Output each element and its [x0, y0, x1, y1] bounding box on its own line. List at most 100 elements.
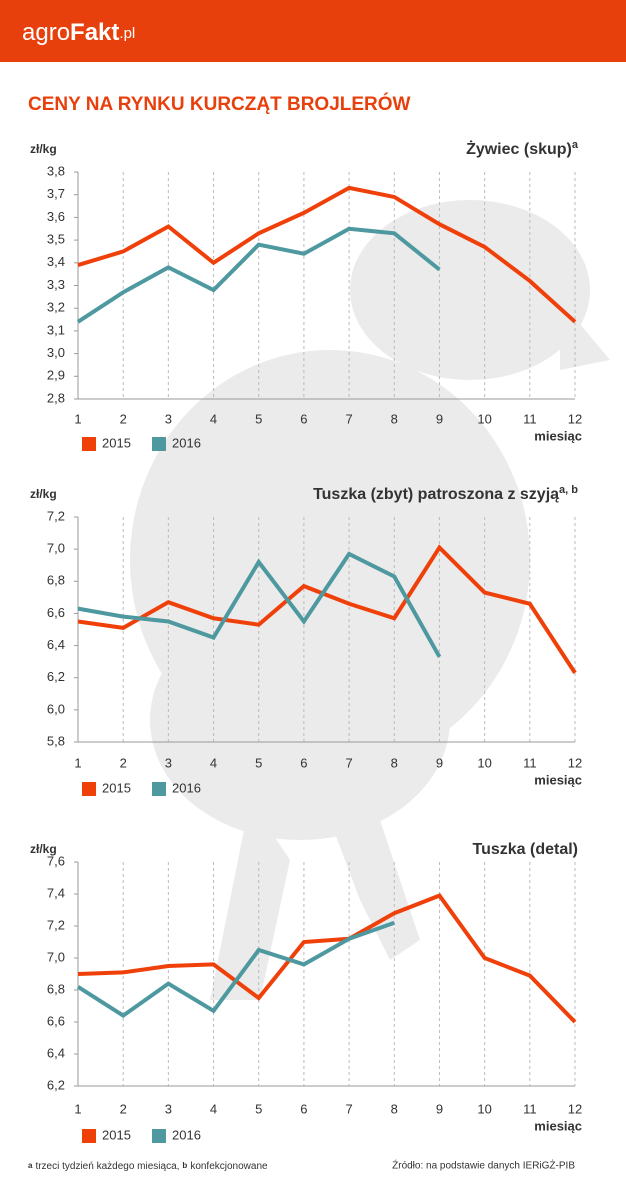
- x-tick-label: 8: [391, 411, 398, 426]
- footnote-text: trzeci tydzień każdego miesiąca,: [35, 1161, 179, 1172]
- y-tick-label: 7,4: [47, 885, 65, 900]
- chart-title: Żywiec (skup)a: [466, 139, 579, 158]
- y-tick-label: 6,2: [47, 1077, 65, 1092]
- page-title: CENY NA RYNKU KURCZĄT BROJLERÓW: [28, 93, 411, 115]
- x-tick-label: 4: [210, 755, 217, 770]
- chart-title-sup: a: [572, 139, 579, 151]
- y-tick-label: 7,2: [47, 917, 65, 932]
- x-tick-label: 2: [120, 411, 127, 426]
- series-line: [77, 893, 577, 1024]
- x-tick-label: 1: [74, 755, 81, 770]
- y-tick-label: 6,8: [47, 573, 65, 588]
- x-tick-label: 7: [345, 755, 352, 770]
- legend-swatch: [82, 1129, 96, 1143]
- chart-title-text: Tuszka (detal): [473, 841, 579, 858]
- y-tick-label: 6,6: [47, 1013, 65, 1028]
- y-axis-label: zł/kg: [30, 842, 57, 856]
- footnote-mark: a: [28, 1161, 33, 1170]
- x-tick-label: 2: [120, 755, 127, 770]
- y-tick-label: 3,0: [47, 345, 65, 360]
- y-tick-label: 2,8: [47, 390, 65, 405]
- y-tick-label: 3,5: [47, 232, 65, 247]
- series-line: [77, 551, 442, 658]
- x-tick-label: 11: [523, 755, 537, 770]
- legend-label: 2016: [172, 1127, 201, 1142]
- x-axis-label: miesiąc: [534, 1118, 582, 1133]
- y-tick-label: 3,8: [47, 163, 65, 178]
- x-tick-label: 12: [568, 1101, 582, 1116]
- y-tick-label: 3,3: [47, 277, 65, 292]
- legend-label: 2016: [172, 780, 201, 795]
- legend-swatch: [152, 437, 166, 451]
- x-axis-label: miesiąc: [534, 772, 582, 787]
- x-tick-label: 11: [523, 1101, 537, 1116]
- x-tick-label: 9: [436, 1101, 443, 1116]
- x-tick-label: 6: [300, 755, 307, 770]
- footnote-mark: b: [182, 1161, 187, 1170]
- logo-part: Fakt: [70, 19, 119, 46]
- series-line: [76, 920, 395, 1019]
- logo-part: agro: [22, 19, 70, 46]
- x-tick-label: 5: [255, 411, 262, 426]
- y-tick-label: 3,2: [47, 300, 65, 315]
- y-tick-label: 6,2: [47, 669, 65, 684]
- chart-title-text: Żywiec (skup): [466, 140, 572, 158]
- y-tick-label: 5,8: [47, 733, 65, 748]
- y-axis-label: zł/kg: [30, 487, 57, 501]
- legend-label: 2015: [102, 1127, 131, 1142]
- y-tick-label: 3,7: [47, 186, 65, 201]
- y-tick-label: 7,6: [47, 853, 65, 868]
- x-tick-label: 8: [391, 1101, 398, 1116]
- y-tick-label: 6,0: [47, 701, 65, 716]
- source: Źródło: na podstawie danych IERiGŻ-PIB: [392, 1159, 575, 1172]
- y-tick-label: 3,4: [47, 254, 65, 269]
- series-line: [77, 185, 577, 324]
- y-tick-label: 6,4: [47, 1045, 65, 1060]
- x-tick-label: 6: [300, 411, 307, 426]
- legend-swatch: [152, 1129, 166, 1143]
- chart-title: Tuszka (zbyt) patroszona z szyjąa, b: [313, 484, 578, 503]
- x-tick-label: 2: [120, 1101, 127, 1116]
- series-line: [77, 544, 577, 674]
- x-tick-label: 3: [165, 755, 172, 770]
- x-tick-label: 1: [74, 1101, 81, 1116]
- x-tick-label: 12: [568, 755, 582, 770]
- x-tick-label: 10: [477, 411, 491, 426]
- legend-swatch: [152, 782, 166, 796]
- x-tick-label: 10: [477, 755, 491, 770]
- x-tick-label: 5: [255, 755, 262, 770]
- x-tick-label: 10: [477, 1101, 491, 1116]
- x-tick-label: 4: [210, 411, 217, 426]
- x-tick-label: 6: [300, 1101, 307, 1116]
- y-axis-label: zł/kg: [30, 142, 57, 156]
- legend-swatch: [82, 782, 96, 796]
- y-tick-label: 6,8: [47, 981, 65, 996]
- legend-label: 2015: [102, 780, 131, 795]
- logo: agroFakt.pl: [22, 19, 135, 46]
- y-tick-label: 7,0: [47, 949, 65, 964]
- x-tick-label: 7: [345, 411, 352, 426]
- x-tick-label: 5: [255, 1101, 262, 1116]
- legend-swatch: [82, 437, 96, 451]
- y-tick-label: 3,1: [47, 322, 65, 337]
- x-tick-label: 3: [165, 1101, 172, 1116]
- y-tick-label: 2,9: [47, 368, 65, 383]
- chart-title: Tuszka (detal): [473, 841, 579, 858]
- x-tick-label: 11: [523, 411, 537, 426]
- series-line: [76, 226, 441, 324]
- legend-label: 2015: [102, 435, 131, 450]
- header-bar: [0, 0, 626, 62]
- legend-label: 2016: [172, 435, 201, 450]
- x-tick-label: 12: [568, 411, 582, 426]
- x-tick-label: 1: [74, 411, 81, 426]
- footnote-text: konfekcjonowane: [190, 1161, 268, 1172]
- y-tick-label: 7,0: [47, 541, 65, 556]
- y-tick-label: 6,6: [47, 605, 65, 620]
- logo-part: .pl: [119, 25, 135, 42]
- bird-silhouette: [130, 200, 610, 1000]
- y-tick-label: 7,2: [47, 508, 65, 523]
- y-tick-label: 3,6: [47, 209, 65, 224]
- chart-title-sup: a, b: [559, 484, 578, 496]
- x-tick-label: 7: [345, 1101, 352, 1116]
